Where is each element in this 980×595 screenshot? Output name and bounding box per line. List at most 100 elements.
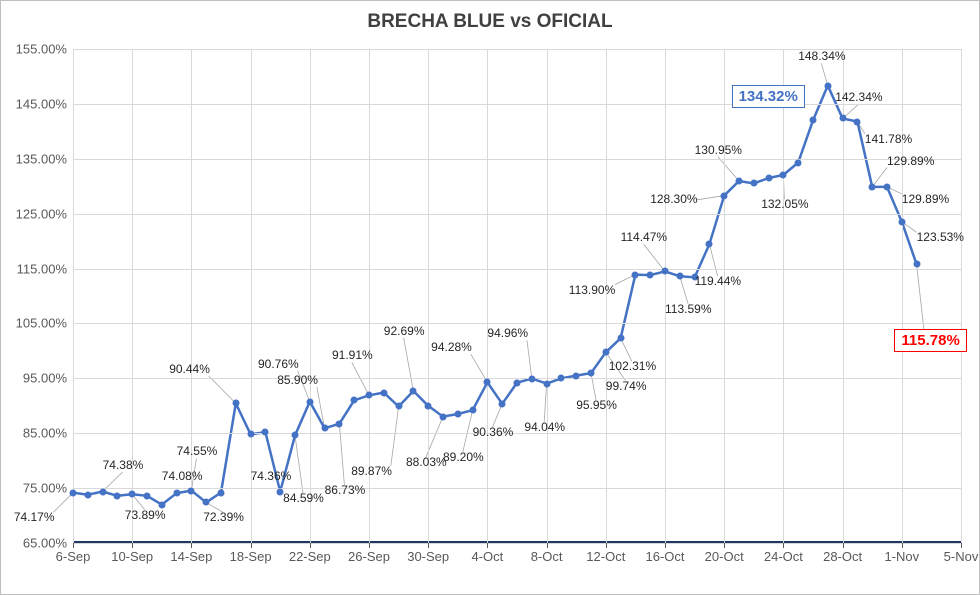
data-point	[247, 431, 254, 438]
gridline-vertical	[961, 49, 962, 543]
data-label: 74.55%	[177, 444, 218, 458]
data-point	[765, 174, 772, 181]
data-point	[750, 180, 757, 187]
data-point	[70, 489, 77, 496]
data-point	[218, 489, 225, 496]
gridline-vertical	[547, 49, 548, 543]
data-point	[440, 413, 447, 420]
gridline-horizontal	[73, 433, 961, 434]
gridline-vertical	[310, 49, 311, 543]
data-point	[869, 183, 876, 190]
gridline-horizontal	[73, 269, 961, 270]
data-label: 102.31%	[609, 359, 656, 373]
leader-line	[709, 244, 717, 276]
data-label: 86.73%	[325, 483, 366, 497]
gridline-vertical	[665, 49, 666, 543]
data-point	[558, 375, 565, 382]
data-point	[321, 425, 328, 432]
data-point	[662, 268, 669, 275]
data-label: 129.89%	[902, 192, 949, 206]
y-tick-label: 95.00%	[23, 371, 67, 386]
data-point	[528, 375, 535, 382]
data-point	[232, 400, 239, 407]
x-tick-label: 12-Oct	[586, 549, 625, 564]
data-point	[795, 159, 802, 166]
data-label: 89.87%	[351, 464, 392, 478]
leader-line	[591, 373, 596, 400]
x-tick-label: 16-Oct	[645, 549, 684, 564]
data-point	[84, 491, 91, 498]
x-tick-label: 6-Sep	[56, 549, 91, 564]
leader-line	[527, 340, 532, 378]
leader-line	[404, 338, 414, 391]
gridline-horizontal	[73, 159, 961, 160]
data-point	[469, 407, 476, 414]
data-label: 88.03%	[406, 455, 447, 469]
leader-line	[680, 276, 688, 303]
x-tick-mark	[665, 543, 666, 548]
data-label: 129.89%	[887, 154, 934, 168]
data-point	[573, 372, 580, 379]
leader-line	[209, 376, 236, 403]
data-point	[898, 218, 905, 225]
data-point	[366, 392, 373, 399]
data-point	[144, 492, 151, 499]
gridline-horizontal	[73, 323, 961, 324]
data-label: 95.95%	[576, 398, 617, 412]
leader-line	[317, 387, 325, 428]
x-tick-label: 8-Oct	[531, 549, 563, 564]
y-tick-label: 155.00%	[16, 42, 67, 57]
data-point	[736, 178, 743, 185]
data-point	[484, 379, 491, 386]
x-tick-mark	[132, 543, 133, 548]
data-point	[292, 432, 299, 439]
gridline-vertical	[487, 49, 488, 543]
data-point	[632, 271, 639, 278]
x-tick-mark	[73, 543, 74, 548]
data-label: 92.69%	[384, 324, 425, 338]
chart-title: BRECHA BLUE vs OFICIAL	[1, 11, 979, 33]
data-label: 113.90%	[569, 283, 615, 297]
x-tick-mark	[251, 543, 252, 548]
x-tick-mark	[724, 543, 725, 548]
x-tick-mark	[961, 543, 962, 548]
data-point	[810, 117, 817, 124]
x-tick-mark	[369, 543, 370, 548]
data-label: 90.76%	[258, 357, 299, 371]
data-point	[780, 171, 787, 178]
data-label: 90.44%	[169, 362, 210, 376]
data-point	[543, 380, 550, 387]
callout-box: 115.78%	[894, 329, 966, 352]
data-point	[262, 429, 269, 436]
y-tick-label: 85.00%	[23, 426, 67, 441]
data-point	[647, 272, 654, 279]
data-point	[99, 488, 106, 495]
y-tick-label: 125.00%	[16, 206, 67, 221]
data-point	[514, 379, 521, 386]
data-label: 94.04%	[524, 420, 565, 434]
leader-line	[621, 338, 632, 361]
data-point	[351, 397, 358, 404]
data-point	[129, 491, 136, 498]
x-tick-mark	[902, 543, 903, 548]
data-label: 141.78%	[865, 132, 912, 146]
leader-line	[53, 493, 73, 513]
data-label: 74.08%	[162, 469, 203, 483]
data-label: 94.28%	[431, 340, 472, 354]
x-tick-mark	[606, 543, 607, 548]
data-point	[499, 400, 506, 407]
data-label: 90.36%	[473, 425, 514, 439]
gridline-vertical	[902, 49, 903, 543]
y-tick-label: 105.00%	[16, 316, 67, 331]
data-point	[706, 241, 713, 248]
leader-line	[492, 404, 502, 427]
data-label: 123.53%	[917, 230, 964, 244]
data-label: 132.05%	[761, 197, 808, 211]
data-label: 84.59%	[283, 491, 324, 505]
data-point	[173, 490, 180, 497]
x-tick-mark	[310, 543, 311, 548]
data-label: 94.96%	[487, 326, 528, 340]
data-point	[454, 411, 461, 418]
gridline-vertical	[783, 49, 784, 543]
data-point	[854, 118, 861, 125]
